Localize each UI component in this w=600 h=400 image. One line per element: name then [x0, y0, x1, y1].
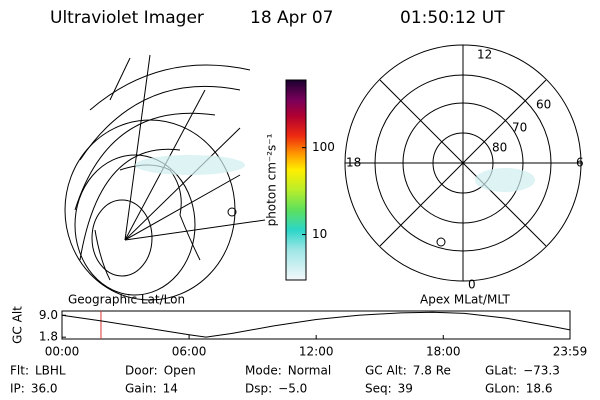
field-label: Flt: [10, 364, 29, 378]
mlat-label: 70 [512, 121, 527, 135]
field-label: Seq: [365, 382, 392, 396]
field-label: Gain: [125, 382, 157, 396]
field-value: 14 [163, 382, 178, 396]
y-tick-label: 9.0 [39, 308, 58, 322]
x-tick-label: 12:00 [299, 345, 334, 359]
field-value: 39 [398, 382, 413, 396]
colorbar [285, 79, 307, 281]
field-label: GC Alt: [365, 364, 407, 378]
field-label: IP: [10, 382, 25, 396]
field-label: Door: [125, 364, 158, 378]
colorbar-label: photon cm⁻²s⁻¹ [265, 133, 279, 226]
y-axis-label: GC Alt [11, 306, 25, 344]
x-tick-label: 06:00 [172, 345, 207, 359]
field-label: Dsp: [245, 382, 272, 396]
mlt-label: 18 [346, 156, 361, 170]
mlt-label: 6 [576, 156, 584, 170]
field-label: GLon: [485, 382, 520, 396]
field-value: Open [164, 364, 196, 378]
geographic-map [64, 54, 266, 301]
y-tick-label: 1.8 [39, 330, 58, 344]
field-value: 36.0 [31, 382, 58, 396]
mlat-label: 60 [536, 98, 551, 112]
field-value: 7.8 Re [413, 364, 451, 378]
colorbar-tick-label: 100 [312, 140, 335, 154]
field-value: LBHL [35, 364, 66, 378]
polar-map [344, 44, 582, 282]
field-value: −5.0 [278, 382, 307, 396]
field-label: GLat: [485, 364, 517, 378]
mlat-label: 80 [492, 141, 507, 155]
title: Ultraviolet Imager [50, 8, 204, 28]
x-tick-label: 00:00 [45, 345, 80, 359]
field-value: 18.6 [526, 382, 553, 396]
left-panel-label: Geographic Lat/Lon [68, 293, 185, 307]
x-tick-label: 18:00 [426, 345, 461, 359]
plot-frame [61, 310, 571, 340]
time: 01:50:12 UT [400, 8, 505, 28]
x-tick-label: 23:59 [553, 345, 588, 359]
field-label: Mode: [245, 364, 282, 378]
series-line [61, 311, 571, 338]
mlt-label: 12 [477, 48, 492, 62]
colorbar-tick-label: 10 [312, 227, 327, 241]
right-panel-label: Apex MLat/MLT [420, 293, 510, 307]
field-value: −73.3 [523, 364, 560, 378]
field-value: Normal [288, 364, 331, 378]
mlt-label: 0 [468, 278, 476, 292]
date: 18 Apr 07 [250, 8, 333, 28]
